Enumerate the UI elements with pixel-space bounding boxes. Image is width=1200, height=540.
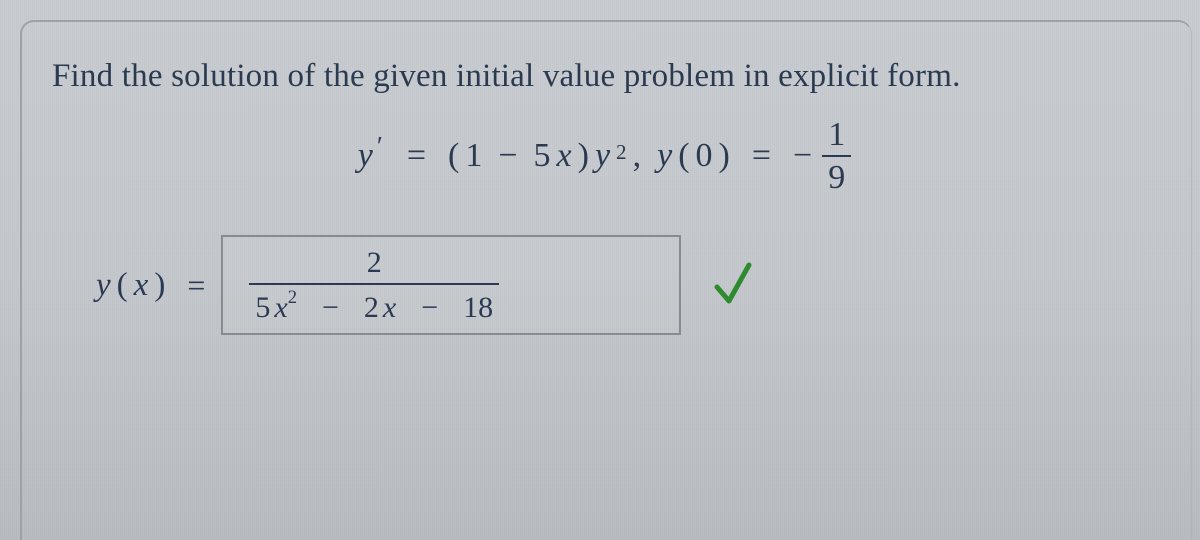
eq-minus: −	[498, 139, 517, 173]
answer-numerator: 2	[287, 247, 462, 283]
question-prompt: Find the solution of the given initial v…	[52, 58, 1161, 95]
eq-y0open: (	[678, 139, 689, 173]
eq-open: (	[448, 139, 459, 173]
eq-sq: 2	[616, 142, 627, 163]
eq-close: )	[578, 139, 589, 173]
eq-y0y: y	[657, 139, 672, 173]
label-close: )	[154, 267, 165, 304]
label-x: x	[134, 267, 149, 304]
answer-fraction: 2 5x2 − 2x − 18	[249, 247, 499, 323]
eq-one: 1	[465, 139, 482, 173]
eq-equals2: =	[752, 139, 771, 173]
eq-y0zero: 0	[696, 139, 713, 173]
answer-denominator: 5x2 − 2x − 18	[249, 283, 499, 324]
eq-frac-den: 9	[822, 155, 851, 196]
label-y: y	[96, 267, 111, 304]
eq-y0close: )	[719, 139, 730, 173]
ivp-equation: y′ = (1 − 5x)y2 , y(0) = − 1 9	[52, 117, 1161, 195]
eq-comma: ,	[633, 139, 642, 173]
label-open: (	[117, 267, 128, 304]
label-eq: =	[187, 267, 205, 304]
answer-label: y(x) =	[96, 267, 205, 304]
eq-y2: y	[595, 139, 610, 173]
eq-frac-num: 1	[822, 117, 851, 155]
eq-prime: ′	[377, 133, 383, 160]
eq-fraction: 1 9	[822, 117, 851, 195]
eq-five: 5	[534, 139, 551, 173]
correct-checkmark-icon	[711, 257, 755, 313]
answer-input[interactable]: 2 5x2 − 2x − 18	[221, 235, 681, 335]
eq-neg: −	[793, 139, 812, 173]
eq-equals: =	[407, 139, 426, 173]
answer-row: y(x) = 2 5x2 − 2x − 18	[96, 235, 1161, 335]
eq-x: x	[557, 139, 572, 173]
question-panel: Find the solution of the given initial v…	[20, 20, 1192, 540]
eq-y: y	[358, 139, 373, 173]
